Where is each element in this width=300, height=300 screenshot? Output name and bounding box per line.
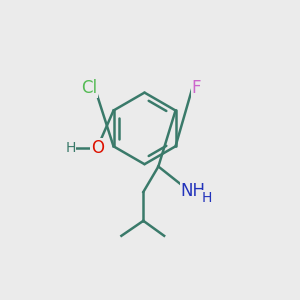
Text: Cl: Cl xyxy=(81,79,97,97)
Text: H: H xyxy=(65,141,76,155)
Text: NH: NH xyxy=(181,182,206,200)
Text: O: O xyxy=(91,139,104,157)
Text: F: F xyxy=(192,79,201,97)
Text: H: H xyxy=(202,191,212,205)
